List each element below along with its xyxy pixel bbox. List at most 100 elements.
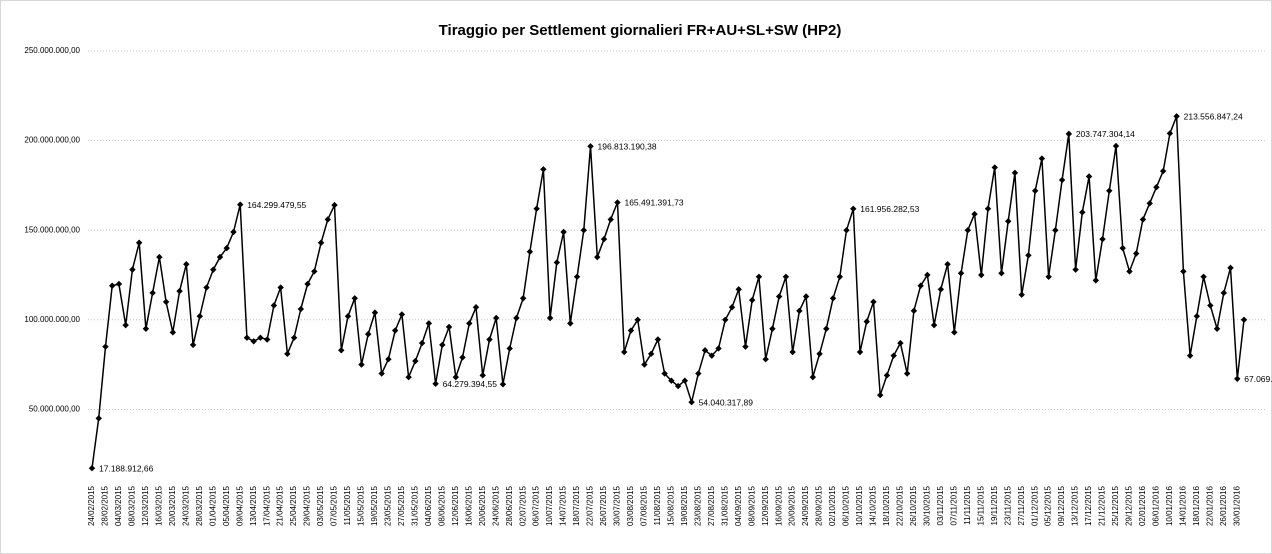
data-point <box>897 339 904 347</box>
data-point <box>1018 291 1025 298</box>
x-tick-label: 22/01/2016 <box>1205 485 1214 526</box>
x-tick-label: 24/06/2015 <box>491 485 500 526</box>
data-point <box>816 350 823 358</box>
data-point <box>674 382 682 390</box>
data-point <box>331 201 338 209</box>
data-point <box>775 293 783 300</box>
x-tick-label: 14/01/2016 <box>1178 485 1187 526</box>
data-label: 165.491.391,73 <box>624 198 683 208</box>
x-tick-label: 21/04/2015 <box>276 485 285 526</box>
data-point <box>580 227 587 234</box>
x-tick-label: 22/07/2015 <box>586 485 595 526</box>
data-point <box>1119 244 1126 252</box>
data-point <box>297 305 305 313</box>
data-point <box>728 304 736 311</box>
data-point <box>156 253 163 261</box>
data-point <box>1166 130 1174 137</box>
x-tick-label: 21/12/2015 <box>1098 485 1107 526</box>
x-tick-label: 03/05/2015 <box>316 485 325 526</box>
data-label: 67.069.449, <box>1244 374 1272 384</box>
data-point <box>978 271 985 279</box>
data-label: 54.040.317,89 <box>699 397 754 407</box>
data-point <box>641 361 648 368</box>
x-tick-label: 27/11/2015 <box>1017 485 1026 525</box>
x-tick-label: 08/06/2015 <box>437 485 446 526</box>
data-point <box>998 270 1005 277</box>
x-tick-label: 18/07/2015 <box>572 485 581 526</box>
x-tick-label: 11/11/2015 <box>963 485 972 524</box>
x-tick-label: 08/03/2015 <box>128 485 137 526</box>
data-point <box>594 253 601 261</box>
data-point <box>466 320 473 327</box>
data-point <box>843 227 850 234</box>
data-point <box>735 286 742 293</box>
x-tick-label: 02/07/2015 <box>518 485 527 526</box>
data-point <box>924 271 931 279</box>
x-tick-label: 05/12/2015 <box>1044 485 1053 526</box>
data-point <box>883 372 891 379</box>
data-point <box>567 320 574 327</box>
data-point <box>432 380 439 388</box>
data-point <box>338 347 345 354</box>
x-tick-label: 20/06/2015 <box>478 485 487 526</box>
data-point <box>216 253 224 261</box>
x-tick-label: 30/07/2015 <box>613 485 622 526</box>
data-point <box>1085 173 1093 180</box>
data-point <box>1173 113 1180 120</box>
data-point <box>519 295 527 302</box>
x-tick-label: 10/01/2016 <box>1165 485 1174 526</box>
data-point <box>526 248 534 255</box>
x-tick-label: 30/10/2015 <box>922 485 931 526</box>
data-point <box>1011 169 1019 177</box>
data-point <box>257 334 264 341</box>
x-tick-label: 13/04/2015 <box>249 485 258 526</box>
data-point <box>917 282 924 289</box>
data-point <box>371 309 379 316</box>
data-label: 17.188.912,66 <box>99 463 154 473</box>
x-tick-label: 31/05/2015 <box>410 485 419 526</box>
x-tick-label: 20/09/2015 <box>788 485 797 526</box>
data-point <box>1106 187 1113 194</box>
data-point <box>782 273 790 280</box>
x-tick-label: 26/07/2015 <box>599 485 608 526</box>
data-point <box>749 296 756 304</box>
y-tick-label: 250.000.000,00 <box>24 46 80 55</box>
x-tick-label: 11/05/2015 <box>343 485 352 525</box>
data-point <box>183 261 190 268</box>
data-point <box>1159 167 1167 175</box>
data-point <box>964 227 971 234</box>
data-point <box>493 314 500 322</box>
x-tick-label: 16/03/2015 <box>154 485 163 526</box>
data-point <box>378 370 385 377</box>
data-point <box>627 327 635 334</box>
y-tick-label: 150.000.000,00 <box>24 225 80 234</box>
data-point <box>1227 264 1234 272</box>
data-point <box>1072 266 1079 273</box>
x-tick-label: 24/09/2015 <box>801 485 810 526</box>
data-point <box>1065 130 1073 138</box>
x-tick-label: 30/01/2016 <box>1232 485 1241 526</box>
data-point <box>1133 250 1140 257</box>
data-point <box>1193 313 1201 320</box>
x-tick-label: 08/09/2015 <box>747 485 756 526</box>
data-point <box>1058 176 1066 184</box>
x-tick-label: 12/06/2015 <box>451 485 460 526</box>
data-point <box>796 307 803 315</box>
data-point <box>546 314 554 322</box>
data-point <box>1031 187 1039 194</box>
x-tick-label: 07/05/2015 <box>330 485 339 526</box>
data-point <box>769 325 776 332</box>
x-tick-label: 19/05/2015 <box>370 485 379 526</box>
x-tick-label: 06/07/2015 <box>532 485 541 526</box>
data-point <box>560 228 567 236</box>
data-point <box>304 280 311 288</box>
data-point <box>1234 375 1241 383</box>
data-point <box>459 354 466 361</box>
x-tick-label: 06/10/2015 <box>842 485 851 526</box>
data-point <box>607 216 614 223</box>
x-tick-label: 17/04/2015 <box>262 485 271 526</box>
data-point <box>647 350 655 358</box>
x-tick-label: 05/04/2015 <box>222 485 231 526</box>
